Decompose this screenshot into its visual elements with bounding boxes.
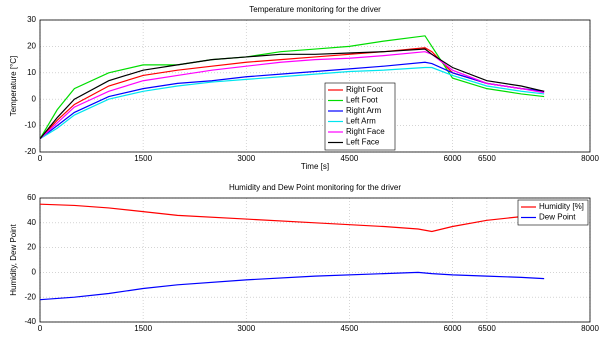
x-tick-label: 0 — [38, 154, 43, 163]
x-tick-label: 6500 — [478, 324, 496, 333]
y-tick-label: -20 — [24, 147, 36, 156]
legend-label: Left Foot — [346, 96, 378, 105]
y-tick-label: 60 — [27, 193, 36, 202]
legend-label: Right Arm — [346, 106, 381, 115]
y-axis-label: Humidity, Dew Point — [9, 224, 18, 296]
y-tick-label: 10 — [27, 68, 36, 77]
x-tick-label: 8000 — [581, 154, 599, 163]
plot-frame — [39, 19, 591, 153]
plot-frame — [39, 197, 591, 323]
x-tick-label: 3000 — [237, 324, 255, 333]
data-line — [39, 203, 545, 233]
x-tick-label: 0 — [38, 324, 43, 333]
data-line — [39, 66, 545, 140]
x-tick-label: 6000 — [444, 324, 462, 333]
x-tick-label: 4500 — [340, 324, 358, 333]
x-tick-label: 8000 — [581, 324, 599, 333]
y-tick-label: 0 — [32, 268, 37, 277]
legend-label: Right Foot — [346, 85, 384, 94]
x-tick-label: 6000 — [444, 154, 462, 163]
y-tick-label: 40 — [27, 218, 36, 227]
x-tick-label: 1500 — [134, 154, 152, 163]
y-tick-label: 20 — [27, 42, 36, 51]
legend-box — [324, 82, 396, 151]
data-line — [39, 271, 545, 301]
x-axis-label: Time [s] — [301, 162, 329, 171]
legend-label: Right Face — [346, 127, 385, 136]
legend-label: Left Arm — [346, 117, 376, 126]
x-tick-label: 3000 — [237, 154, 255, 163]
legend-label: Left Face — [346, 138, 380, 147]
data-line — [39, 61, 545, 140]
y-tick-label: -10 — [24, 121, 36, 130]
chart-title: Temperature monitoring for the driver — [249, 5, 381, 14]
data-line — [39, 48, 545, 140]
x-tick-label: 6500 — [478, 154, 496, 163]
data-line — [39, 35, 545, 140]
chart-title: Humidity and Dew Point monitoring for th… — [229, 183, 401, 192]
legend: Humidity [%] Dew Point — [517, 199, 589, 226]
data-line — [39, 51, 545, 140]
y-tick-label: 20 — [27, 243, 36, 252]
y-tick-label: 0 — [32, 94, 37, 103]
y-tick-label: 30 — [27, 15, 36, 24]
x-tick-label: 4500 — [340, 154, 358, 163]
legend-label: Humidity [%] — [539, 202, 584, 211]
y-tick-label: -20 — [24, 292, 36, 301]
legend-label: Dew Point — [539, 213, 576, 222]
y-tick-label: -40 — [24, 317, 36, 326]
y-axis-label: Temperature [°C] — [9, 56, 18, 117]
x-tick-label: 1500 — [134, 324, 152, 333]
legend-box — [517, 199, 589, 226]
